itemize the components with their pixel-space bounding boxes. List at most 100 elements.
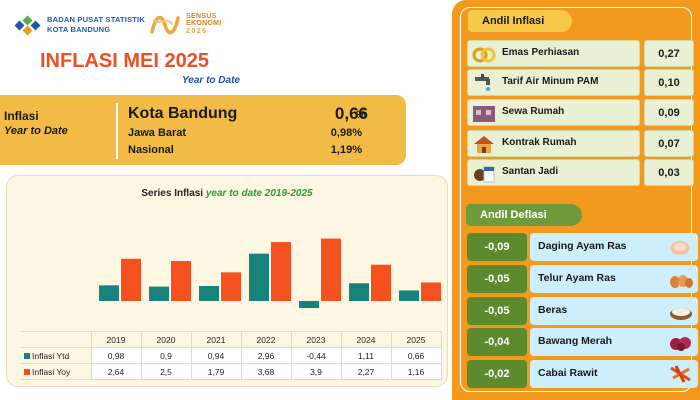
bar-ytd-2019 <box>99 285 119 301</box>
item-name: Telur Ayam Ras <box>538 272 616 284</box>
inflasi-value-kontrak-rumah: 0,07 <box>644 130 694 157</box>
legend-swatch-ytd <box>24 353 30 360</box>
chart-title: Series Inflasi year to date 2019-2025 <box>7 188 447 199</box>
deflasi-value-cabai-rawit: -0,02 <box>467 360 527 388</box>
item-name: Tarif Air Minum PAM <box>502 76 599 87</box>
data-label: 0,9 <box>140 347 192 364</box>
rice-icon <box>670 308 692 320</box>
table-row-ytd: Inflasi Ytd 0,98 0,9 0,94 2,96 -0,44 1,1… <box>21 347 442 364</box>
year-header: 2025 <box>390 331 442 348</box>
right-panel-frame <box>460 7 692 392</box>
data-label: 1,16 <box>390 363 442 380</box>
deflasi-value-bawang-merah: -0,04 <box>467 328 527 356</box>
region-value-jawa-barat: 0,98% <box>330 127 362 139</box>
data-label: 1,79 <box>190 363 242 380</box>
deflasi-item-bawang-merah: Bawang Merah <box>530 328 698 356</box>
inflasi-item-kontrak-rumah: Kontrak Rumah <box>467 130 640 157</box>
bar-yoy-2025 <box>421 282 441 301</box>
inflasi-item-emas-perhiasan: Emas Perhiasan <box>467 40 640 67</box>
deflasi-item-cabai-rawit: Cabai Rawit <box>530 360 698 388</box>
bar-ytd-2020 <box>149 286 169 301</box>
deflasi-item-telur-ayam: Telur Ayam Ras <box>530 265 698 293</box>
region-name-nasional: Nasional <box>128 144 174 156</box>
coconut-milk-icon <box>474 166 495 183</box>
bar-yoy-2021 <box>221 272 241 301</box>
year-header: 2021 <box>190 331 242 348</box>
region-value-nasional: 1,19% <box>330 144 362 156</box>
summary-box: Inflasi Year to Date Kota Bandung 0,66 %… <box>0 95 406 165</box>
bar-yoy-2019 <box>121 258 141 301</box>
bar-yoy-2020 <box>171 261 191 301</box>
region-name-kota-bandung: Kota Bandung <box>128 105 238 122</box>
bar-ytd-2022 <box>249 253 269 301</box>
shallot-icon <box>670 337 691 351</box>
region-name-jawa-barat: Jawa Barat <box>128 127 187 139</box>
series-label-ytd: Inflasi Ytd <box>21 347 92 364</box>
bar-yoy-2022 <box>271 242 291 301</box>
sensus-ekonomi-logo <box>150 15 180 35</box>
table-header-row: 2019 2020 2021 2022 2023 2024 2025 <box>21 331 442 348</box>
inflasi-item-tarif-air: Tarif Air Minum PAM <box>467 69 640 96</box>
data-label: 3,68 <box>240 363 292 380</box>
data-label: 0,94 <box>190 347 242 364</box>
item-name: Daging Ayam Ras <box>538 240 627 252</box>
inflasi-value-tarif-air: 0,10 <box>644 69 694 96</box>
summary-sublabel: Year to Date <box>4 125 68 137</box>
item-name: Bawang Merah <box>538 335 613 347</box>
chart-panel: Series Inflasi year to date 2019-2025 20… <box>6 175 448 387</box>
item-name: Santan Jadi <box>502 166 559 177</box>
bps-name: BADAN PUSAT STATISTIK <box>47 15 145 24</box>
andil-inflasi-title: Andil Inflasi <box>468 10 572 32</box>
se-line1: SENSUS <box>186 13 217 20</box>
legend-swatch-yoy <box>24 369 30 376</box>
deflasi-value-telur-ayam: -0,05 <box>467 265 527 293</box>
year-header: 2023 <box>290 331 342 348</box>
data-label: 0,98 <box>90 347 142 364</box>
se-year: 2026 <box>186 28 208 35</box>
water-tap-icon <box>475 74 490 91</box>
data-label: 2,27 <box>340 363 392 380</box>
inflasi-value-emas-perhiasan: 0,27 <box>644 40 694 67</box>
gold-jewelry-icon <box>472 47 496 63</box>
page-title: INFLASI MEI 2025 <box>40 50 209 72</box>
chart-title-highlight: year to date 2019-2025 <box>205 188 313 199</box>
data-label: 3,9 <box>290 363 342 380</box>
item-name: Emas Perhiasan <box>502 47 580 58</box>
chili-icon <box>670 365 691 383</box>
data-label: 2,64 <box>90 363 142 380</box>
chart-data-table: 2019 2020 2021 2022 2023 2024 2025 Infla… <box>21 331 442 380</box>
deflasi-item-daging-ayam: Daging Ayam Ras <box>530 233 698 261</box>
deflasi-value-beras: -0,05 <box>467 297 527 325</box>
data-label: 2,96 <box>240 347 292 364</box>
year-header: 2022 <box>240 331 292 348</box>
inflasi-value-santan-jadi: 0,03 <box>644 159 694 186</box>
chicken-meat-icon <box>670 241 690 255</box>
year-header: 2019 <box>90 331 142 348</box>
series-name: Inflasi Ytd <box>32 350 70 361</box>
data-label: 1,11 <box>340 347 392 364</box>
year-header: 2020 <box>140 331 192 348</box>
bar-chart <box>99 238 441 309</box>
data-label: -0,44 <box>290 347 342 364</box>
bar-ytd-2021 <box>199 285 219 301</box>
item-name: Cabai Rawit <box>538 367 598 379</box>
series-label-yoy: Inflasi Yoy <box>21 363 92 380</box>
item-name: Sewa Rumah <box>502 106 565 117</box>
bps-logo <box>14 15 41 36</box>
house-icon <box>474 136 494 153</box>
deflasi-value-daging-ayam: -0,09 <box>467 233 527 261</box>
inflasi-item-sewa-rumah: Sewa Rumah <box>467 99 640 126</box>
region-unit: % <box>356 109 366 121</box>
year-header: 2024 <box>340 331 392 348</box>
inflasi-item-santan-jadi: Santan Jadi <box>467 159 640 186</box>
rental-house-icon <box>473 106 495 122</box>
bar-yoy-2024 <box>371 264 391 301</box>
item-name: Kontrak Rumah <box>502 137 577 148</box>
bar-ytd-2024 <box>349 283 369 301</box>
bps-city: KOTA BANDUNG <box>47 25 111 34</box>
inflasi-value-sewa-rumah: 0,09 <box>644 99 694 126</box>
eggs-icon <box>670 275 693 288</box>
chart-title-main: Series Inflasi <box>141 188 206 199</box>
item-name: Beras <box>538 304 568 316</box>
deflasi-item-beras: Beras <box>530 297 698 325</box>
